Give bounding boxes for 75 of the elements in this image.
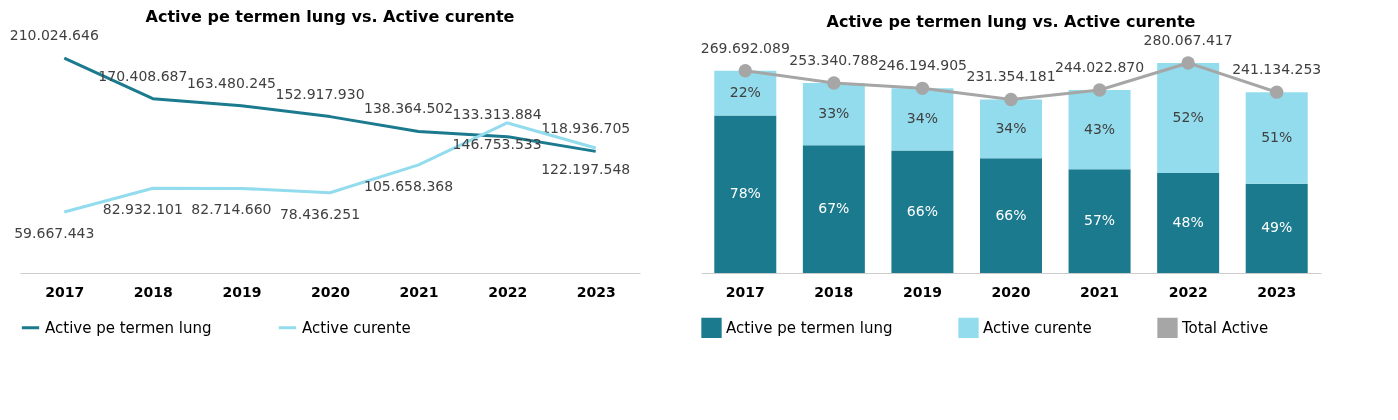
data-label: 210.024.646 — [9, 27, 99, 44]
data-label: 244.022.870 — [1055, 58, 1145, 75]
x-tick-label: 2019 — [902, 283, 942, 300]
annotation: 57% — [1084, 212, 1116, 229]
data-label: 78.436.251 — [279, 205, 361, 222]
bar — [1157, 173, 1220, 273]
data-label: 133.313.884 — [452, 105, 542, 122]
chart-title: Active pe termen lung vs. Active curente — [145, 7, 515, 27]
bar — [980, 158, 1042, 273]
legend-label: Active pe termen lung — [726, 318, 893, 337]
annotation: 66% — [995, 206, 1027, 223]
data-label: 59.667.443 — [14, 224, 95, 241]
x-tick-label: 2023 — [1257, 283, 1297, 300]
data-label: 122.197.548 — [541, 161, 631, 178]
x-tick-label: 2021 — [1080, 283, 1120, 300]
annotation: 67% — [818, 200, 850, 217]
data-label: 82.932.101 — [102, 201, 183, 218]
point — [827, 76, 841, 90]
annotation: 78% — [729, 185, 761, 202]
x-tick-label: 2020 — [991, 283, 1031, 300]
legend-label: Active curente — [302, 318, 411, 337]
x-tick-label: 2017 — [45, 283, 85, 300]
annotation: 52% — [1172, 108, 1204, 125]
annotation: 49% — [1261, 219, 1293, 236]
legend-label: Active pe termen lung — [45, 318, 212, 337]
x-tick-label: 2022 — [488, 283, 528, 300]
bar — [802, 145, 865, 273]
bar — [891, 88, 954, 151]
annotation: 33% — [818, 105, 850, 122]
point — [915, 81, 930, 96]
x-tick-label: 2023 — [576, 283, 616, 300]
bar — [1245, 183, 1308, 273]
bar — [891, 150, 954, 273]
annotation: 22% — [729, 84, 761, 101]
data-label: 82.714.660 — [191, 201, 272, 218]
annotation: 48% — [1172, 214, 1204, 231]
bar — [1157, 62, 1220, 174]
text: Active pe termen lung vs. Active curente — [826, 11, 1196, 31]
point — [1270, 85, 1284, 99]
x-tick-label: 2018 — [133, 283, 173, 300]
point — [1181, 56, 1195, 70]
x-tick-label: 2017 — [725, 283, 765, 300]
data-label: 105.658.368 — [364, 177, 454, 194]
data-label: 280.067.417 — [1143, 31, 1233, 48]
x-tick-label: 2018 — [814, 283, 854, 300]
data-label: 138.364.502 — [364, 100, 454, 117]
legend-label: Total Active — [1181, 318, 1269, 337]
bar — [1068, 169, 1131, 273]
point — [738, 64, 752, 78]
legend-label: Active curente — [983, 318, 1092, 337]
data-label: 246.194.905 — [877, 57, 967, 74]
data-label: 241.134.253 — [1232, 61, 1322, 78]
x-tick-label: 2022 — [1168, 283, 1208, 300]
data-label: 118.936.705 — [541, 120, 631, 137]
data-label: 163.480.245 — [186, 74, 276, 91]
point — [1004, 92, 1018, 107]
data-label: 152.917.930 — [275, 85, 365, 102]
annotation: 51% — [1261, 128, 1293, 145]
bar — [980, 99, 1042, 159]
x-tick-label: 2020 — [311, 283, 351, 300]
annotation: 66% — [906, 202, 938, 219]
data-label: 269.692.089 — [700, 39, 790, 56]
x-tick-label: 2021 — [399, 283, 439, 300]
bar — [1245, 92, 1308, 184]
x-tick-label: 2019 — [222, 283, 262, 300]
annotation: 43% — [1084, 120, 1116, 137]
data-label: 253.340.788 — [789, 51, 879, 68]
annotation: 34% — [906, 110, 938, 127]
data-label: 231.354.181 — [966, 68, 1056, 85]
bar — [802, 82, 865, 146]
point — [1092, 83, 1107, 97]
bar — [714, 115, 777, 273]
bar — [1068, 89, 1131, 170]
annotation: 34% — [995, 119, 1027, 136]
data-label: 170.408.687 — [98, 67, 188, 84]
